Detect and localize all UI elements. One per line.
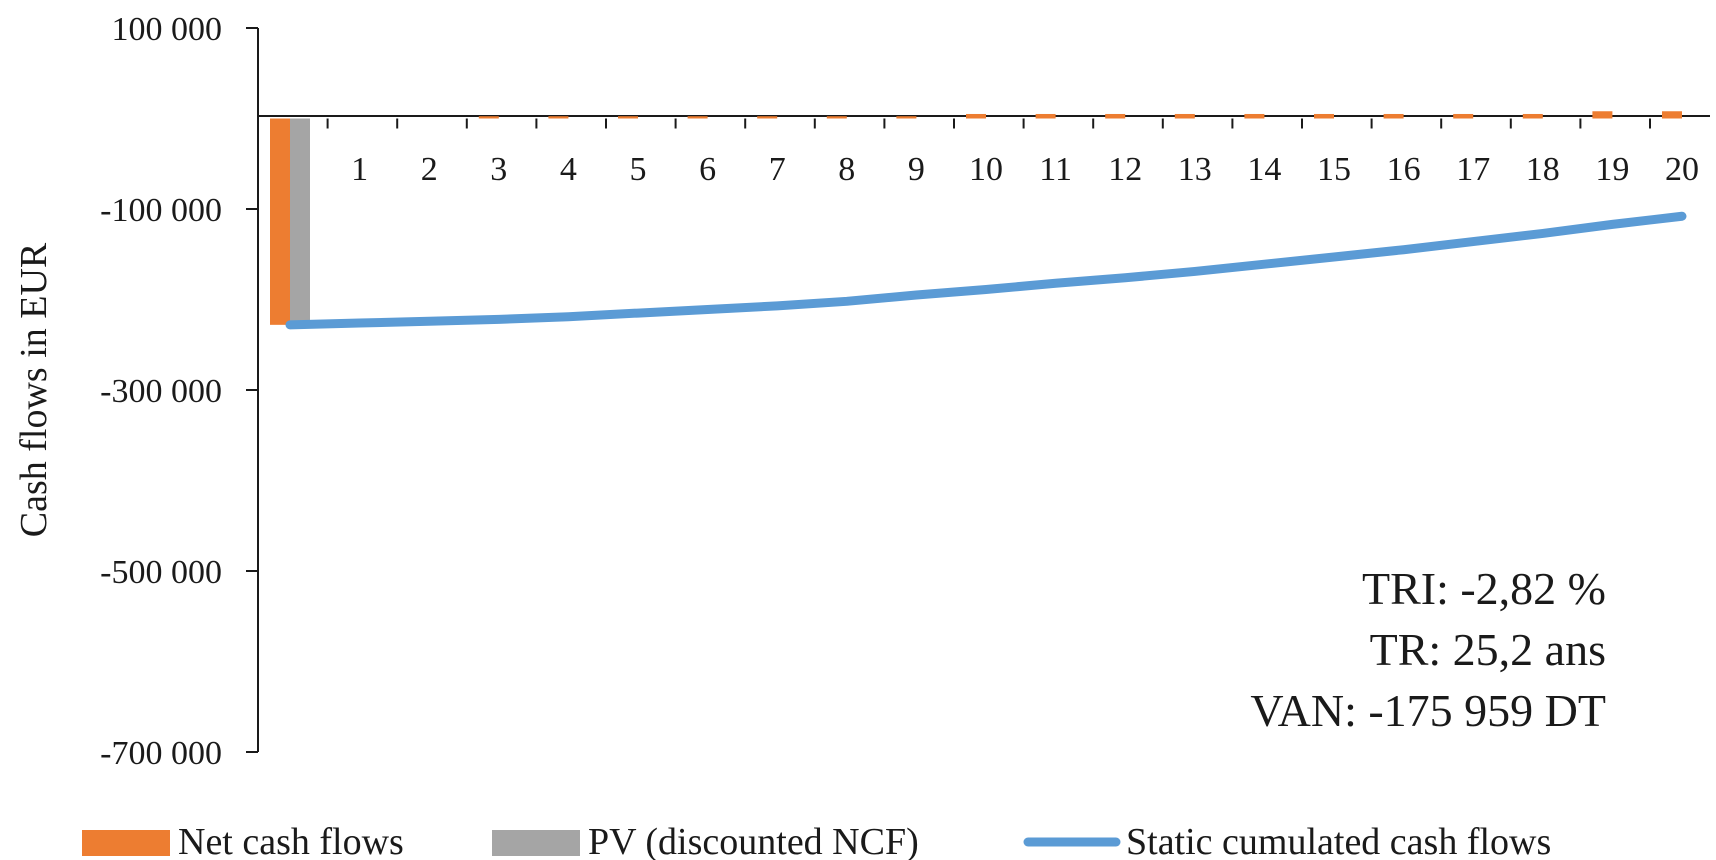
annotation-tri: TRI: -2,82 % <box>1362 563 1606 614</box>
y-tick-label: 100 000 <box>112 11 223 48</box>
annotation-van: VAN: -175 959 DT <box>1250 685 1606 736</box>
x-tick-label: 11 <box>1039 151 1072 188</box>
x-tick-label: 8 <box>838 151 855 188</box>
x-tick-label: 17 <box>1456 151 1490 188</box>
bar-net-cash-flow <box>1453 113 1474 119</box>
bar-net-cash-flow <box>1174 113 1195 119</box>
x-tick-label: 1 <box>351 151 368 188</box>
x-tick-label: 15 <box>1317 151 1351 188</box>
bar-net-cash-flow <box>1314 113 1334 119</box>
x-tick-label: 9 <box>908 151 925 188</box>
x-tick-label: 12 <box>1108 151 1142 188</box>
bar-net-cash-flow <box>826 116 847 119</box>
bar-net-cash-flow <box>1522 113 1543 119</box>
x-tick-label: 13 <box>1178 151 1212 188</box>
bar-net-cash-flow <box>618 116 638 119</box>
legend-swatch-net-cash-flows <box>82 830 170 856</box>
legend-label-cumulated: Static cumulated cash flows <box>1126 821 1551 860</box>
x-tick-label: 14 <box>1247 151 1281 188</box>
y-tick-label: -300 000 <box>100 373 222 410</box>
x-tick-label: 6 <box>699 151 716 188</box>
bar-net-cash-flow <box>1035 113 1056 119</box>
bar-net-cash-flow <box>1244 113 1265 119</box>
x-tick-label: 20 <box>1665 151 1699 188</box>
y-axis-title: Cash flows in EUR <box>13 242 55 537</box>
x-tick-label: 7 <box>769 151 786 188</box>
bar-net-cash-flow <box>896 116 917 119</box>
bar-net-cash-flow <box>270 118 290 325</box>
bars <box>270 111 1682 325</box>
legend-label-pv: PV (discounted NCF) <box>588 821 919 860</box>
x-tick-label: 16 <box>1387 151 1421 188</box>
y-tick-label: -100 000 <box>100 192 222 229</box>
x-tick-label: 19 <box>1595 151 1629 188</box>
bar-net-cash-flow <box>687 116 708 119</box>
bar-net-cash-flow <box>1383 113 1404 119</box>
bar-pv <box>290 118 310 325</box>
bar-net-cash-flow <box>478 116 499 119</box>
y-ticks: 100 000 -100 000 -300 000 -500 000 -700 000 <box>100 11 258 772</box>
x-tick-label: 3 <box>490 151 507 188</box>
bar-net-cash-flow <box>1662 111 1682 119</box>
bar-net-cash-flow <box>1105 113 1126 119</box>
x-tick-label: 18 <box>1526 151 1560 188</box>
x-tick-label: 2 <box>421 151 438 188</box>
bar-net-cash-flow <box>1592 111 1613 119</box>
x-tick-label: 10 <box>969 151 1003 188</box>
line-layer <box>285 211 1687 330</box>
x-tick-label: 5 <box>630 151 647 188</box>
bar-net-cash-flow <box>548 116 569 119</box>
line-static-cumulated <box>285 211 1687 330</box>
bar-net-cash-flow <box>966 113 986 119</box>
bar-net-cash-flow <box>757 116 778 119</box>
y-tick-label: -500 000 <box>100 554 222 591</box>
annotation-tr: TR: 25,2 ans <box>1370 624 1606 675</box>
legend-label-net-cash-flows: Net cash flows <box>178 821 404 860</box>
y-tick-label: -700 000 <box>100 735 222 772</box>
legend: Net cash flows PV (discounted NCF) Stati… <box>82 821 1551 860</box>
legend-swatch-pv <box>492 830 580 856</box>
x-tick-label: 4 <box>560 151 577 188</box>
